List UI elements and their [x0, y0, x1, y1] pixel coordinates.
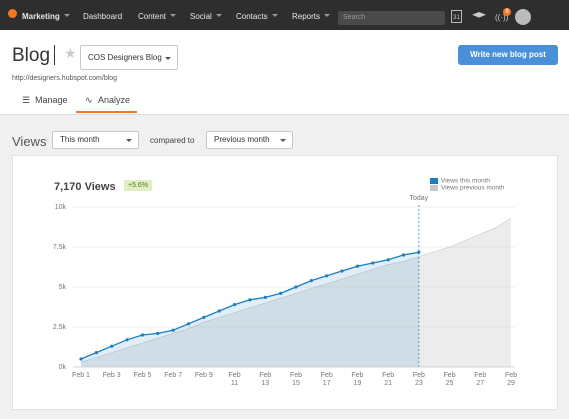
data-point [79, 357, 83, 361]
tab[interactable]: Manage [35, 95, 68, 105]
divider [54, 45, 55, 65]
area [81, 252, 419, 367]
y-tick-label: 5k [59, 284, 67, 291]
x-tick-label: Feb 1 [72, 372, 90, 379]
compared-label: compared to [150, 136, 195, 145]
data-point [217, 309, 221, 313]
calendar-icon[interactable]: 31 [451, 10, 462, 23]
data-point [355, 264, 360, 268]
data-point [401, 253, 406, 257]
legend-swatch [430, 178, 438, 184]
tab[interactable]: Analyze [98, 95, 131, 105]
y-tick-label: 7.5k [53, 244, 67, 251]
data-point [140, 333, 145, 337]
nav-item[interactable]: Social [190, 12, 222, 21]
x-tick-label: Feb 19 [351, 372, 364, 387]
x-tick-label: Feb 7 [164, 372, 183, 379]
data-point [186, 322, 191, 326]
blog-url[interactable]: http://designers.hubspot.com/blog [12, 75, 118, 82]
page-title: Blog [12, 45, 51, 66]
top-nav: Marketing Dashboard Content Social Conta… [0, 0, 569, 30]
avatar[interactable] [515, 9, 531, 25]
chart-card: 7,170 Views +5.6% [12, 155, 558, 410]
x-tick-label: Feb 3 [102, 372, 121, 379]
data-point [171, 328, 175, 332]
period-select[interactable]: This month [52, 131, 139, 149]
data-point [386, 258, 390, 262]
nav-item[interactable]: Contacts [236, 12, 278, 21]
headline: 7,170 Views [54, 181, 116, 193]
x-tick-label: Feb 23 [412, 372, 425, 387]
search-box[interactable]: Search [338, 11, 445, 25]
academy-icon[interactable] [472, 12, 486, 18]
y-tick-label: 2.5k [53, 324, 67, 331]
x-tick-label: Feb 11 [228, 372, 241, 387]
legend-swatch [430, 185, 438, 191]
data-point [248, 298, 252, 302]
data-point [417, 250, 421, 254]
logo [8, 9, 17, 18]
y-tick-label: 10k [55, 204, 67, 211]
write-post-button[interactable]: Write new blog post [458, 45, 558, 65]
nav-item[interactable]: Marketing [22, 12, 70, 21]
data-point [325, 274, 329, 278]
filter-label: Views [12, 134, 47, 149]
data-point [309, 279, 313, 283]
x-tick-label: Feb 29 [504, 372, 518, 387]
x-tick-label: Feb 9 [194, 372, 213, 379]
blog-select[interactable]: COS Designers Blog [80, 45, 178, 70]
page-header: Blog ★ COS Designers Blog Write new blog… [0, 30, 569, 115]
data-point [232, 303, 237, 307]
star-icon[interactable]: ★ [64, 45, 77, 61]
y-tick-label: 0k [59, 364, 67, 371]
x-tick-label: Feb 27 [474, 372, 487, 387]
active-tab-underline [76, 111, 137, 113]
data-point [371, 261, 375, 265]
x-tick-label: Feb 13 [259, 372, 272, 387]
tab-icon: ☰ [22, 95, 31, 105]
annotation: Today [410, 195, 429, 202]
x-tick-label: Feb 17 [320, 372, 333, 387]
data-point [94, 351, 98, 355]
nav-item[interactable]: Dashboard [83, 12, 123, 21]
data-point [202, 315, 206, 319]
legend-label: Views previous month [441, 185, 505, 192]
data-point [294, 285, 298, 289]
data-point [263, 295, 267, 299]
line [80, 217, 512, 363]
change-badge: +5.6% [124, 180, 153, 191]
x-tick-label: Feb 21 [382, 372, 395, 387]
x-tick-label: Feb 15 [289, 372, 303, 387]
notification-badge: 8 [503, 8, 511, 16]
comparison-select[interactable]: Previous month [206, 131, 293, 149]
data-point [110, 344, 114, 348]
area [81, 218, 511, 367]
data-point [125, 338, 129, 342]
nav-item[interactable]: Content [138, 12, 176, 21]
nav-item[interactable]: Reports [292, 12, 330, 21]
data-point [340, 269, 344, 273]
x-tick-label: Feb 5 [133, 372, 152, 379]
notifications-icon[interactable]: ((·)) [495, 13, 509, 22]
data-point [156, 331, 160, 335]
tab-icon: ∿ [85, 95, 93, 105]
legend-label: Views this month [441, 178, 490, 185]
data-point [279, 291, 283, 295]
x-tick-label: Feb 25 [443, 372, 456, 387]
